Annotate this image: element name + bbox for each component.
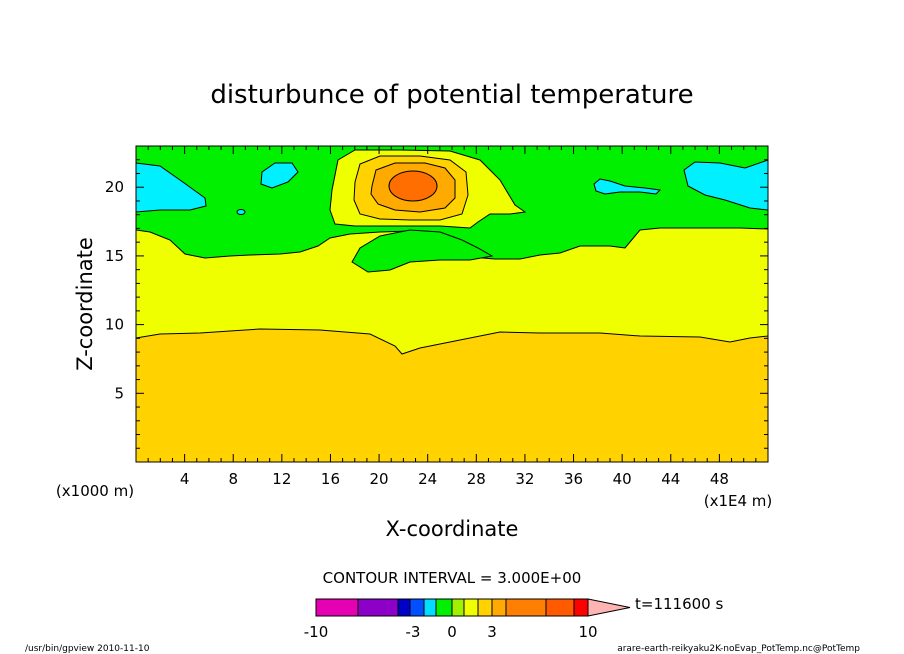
y-tick-label: 10 <box>105 316 124 334</box>
x-tick-label: 20 <box>370 470 389 488</box>
contour-interval: CONTOUR INTERVAL = 3.000E+00 <box>323 569 582 587</box>
x-tick-label: 40 <box>613 470 632 488</box>
x-axis-label: X-coordinate <box>386 517 519 541</box>
field-region-cool-right-a <box>593 178 662 195</box>
colorbar-segment <box>357 598 399 617</box>
x-tick-labels: 4 8 12 16 20 24 28 32 36 40 44 48 <box>180 470 729 488</box>
time-label: t=111600 s <box>635 595 723 613</box>
x-tick-label: 28 <box>467 470 486 488</box>
x-tick-label: 16 <box>321 470 340 488</box>
footer-left: /usr/bin/gpview 2010-11-10 <box>25 644 150 654</box>
x-tick-label: 48 <box>710 470 729 488</box>
x-tick-label: 44 <box>661 470 680 488</box>
colorbar-segment <box>409 598 425 617</box>
x-tick-label: 12 <box>272 470 291 488</box>
chart-title: disturbunce of potential temperature <box>210 80 693 110</box>
colorbar-segment <box>545 598 575 617</box>
colorbar-segment <box>477 598 493 617</box>
colorbar-overflow-arrow <box>587 598 631 617</box>
colorbar-label: 3 <box>487 623 497 641</box>
x-tick-label: 24 <box>418 470 437 488</box>
footer-right: arare-earth-reikyaku2K-noEvap_PotTemp.nc… <box>617 644 860 654</box>
y-tick-label: 15 <box>105 247 124 265</box>
colorbar-segment <box>435 598 453 617</box>
axis-ticks <box>136 146 768 462</box>
x-tick-label: 4 <box>180 470 190 488</box>
x-tick-label: 36 <box>564 470 583 488</box>
colorbar-segment <box>423 598 437 617</box>
colorbar-segment <box>315 598 359 617</box>
colorbar-label: 0 <box>447 623 457 641</box>
field-region-cool-dot <box>236 209 246 215</box>
y-tick-labels: 5 10 15 20 <box>105 178 124 402</box>
x-tick-label: 32 <box>515 470 534 488</box>
field-region-lower-pocket <box>351 229 494 273</box>
x-tick-label: 8 <box>228 470 238 488</box>
colorbar-segment <box>451 598 465 617</box>
colorbar-label: -10 <box>304 623 329 641</box>
colorbar-segment <box>491 598 507 617</box>
plot-frame <box>135 145 769 463</box>
colorbar-segment <box>505 598 547 617</box>
x-unit-left: (x1000 m) <box>56 482 134 500</box>
field-region-hot-core <box>388 170 438 202</box>
colorbar-label: -3 <box>406 623 421 641</box>
x-unit-right: (x1E4 m) <box>704 492 773 510</box>
colorbar <box>315 598 631 617</box>
field-region-cool-left <box>135 162 207 213</box>
colorbar-labels: -10 -3 0 3 10 <box>304 623 598 641</box>
field-region-cool-small <box>260 162 299 189</box>
field-region-base <box>135 328 769 463</box>
y-tick-label: 20 <box>105 178 124 196</box>
colorbar-segment <box>397 598 411 617</box>
plot-field <box>135 145 769 463</box>
y-tick-label: 5 <box>114 384 124 402</box>
y-axis-label: Z-coordinate <box>73 237 97 371</box>
colorbar-segment <box>463 598 479 617</box>
colorbar-segment <box>573 598 589 617</box>
colorbar-label: 10 <box>578 623 597 641</box>
